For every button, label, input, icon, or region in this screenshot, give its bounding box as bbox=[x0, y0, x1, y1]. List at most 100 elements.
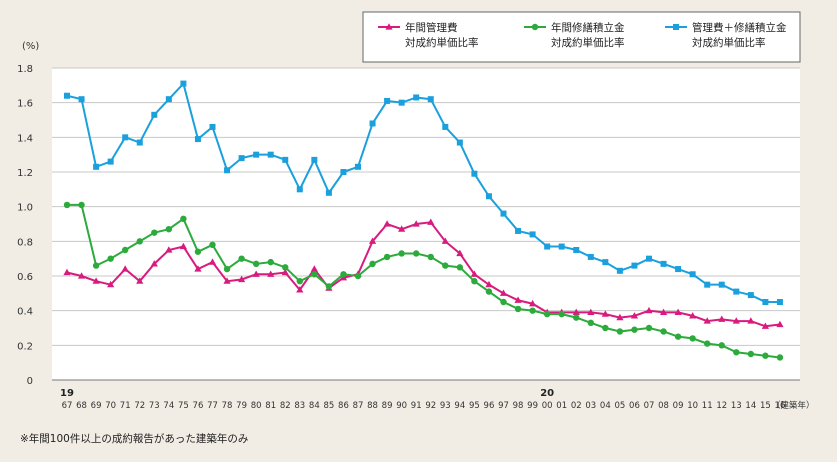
data-point-2 bbox=[165, 226, 173, 233]
data-point-2 bbox=[369, 260, 376, 268]
legend-marker-3 bbox=[673, 24, 679, 30]
y-tick-label: 0 bbox=[27, 376, 33, 387]
data-point-3 bbox=[587, 253, 594, 260]
data-point-2 bbox=[383, 253, 391, 261]
data-point-1 bbox=[398, 225, 406, 232]
x-tick-label: 91 bbox=[411, 401, 422, 411]
era-label: 19 bbox=[60, 388, 74, 399]
x-tick-label: 71 bbox=[120, 401, 131, 411]
x-tick-label: 99 bbox=[527, 401, 538, 411]
y-tick-label: 1.0 bbox=[17, 203, 33, 214]
data-point-1 bbox=[252, 270, 260, 277]
data-point-3 bbox=[689, 271, 696, 278]
data-point-2 bbox=[471, 278, 478, 285]
data-point-2 bbox=[500, 298, 507, 306]
x-tick-label: 96 bbox=[484, 401, 495, 411]
data-point-3 bbox=[442, 123, 449, 130]
data-point-1 bbox=[659, 308, 668, 315]
data-point-1 bbox=[674, 308, 682, 315]
data-point-3 bbox=[413, 94, 420, 101]
data-point-1 bbox=[703, 317, 711, 324]
x-tick-label: 97 bbox=[498, 401, 509, 411]
data-point-3 bbox=[573, 247, 580, 253]
y-tick-label: 0.4 bbox=[17, 307, 33, 318]
data-point-1 bbox=[747, 317, 755, 324]
data-point-2 bbox=[78, 201, 85, 209]
data-point-1 bbox=[63, 268, 71, 276]
data-point-1 bbox=[485, 280, 493, 288]
x-tick-label: 92 bbox=[425, 401, 436, 411]
data-point-2 bbox=[660, 328, 667, 335]
data-point-2 bbox=[325, 283, 333, 290]
data-point-2 bbox=[456, 264, 464, 271]
data-point-2 bbox=[543, 310, 551, 318]
data-point-3 bbox=[529, 231, 536, 238]
x-tick-label: 72 bbox=[134, 401, 145, 411]
data-point-3 bbox=[224, 167, 231, 174]
x-tick-label: 75 bbox=[178, 401, 189, 411]
data-point-1 bbox=[281, 268, 289, 276]
data-point-1 bbox=[121, 265, 129, 272]
legend-label: 対成約単価比率 bbox=[692, 36, 766, 49]
legend-label: 対成約単価比率 bbox=[405, 36, 479, 49]
data-point-2 bbox=[733, 349, 740, 356]
y-tick-label: 1.6 bbox=[17, 99, 33, 110]
x-tick-label: 90 bbox=[396, 401, 407, 411]
data-point-2 bbox=[238, 255, 245, 262]
data-point-1 bbox=[92, 277, 100, 284]
x-tick-label: 84 bbox=[309, 401, 320, 411]
data-point-2 bbox=[209, 241, 216, 248]
legend-label: 年間修繕積立金 bbox=[551, 21, 625, 34]
x-tick-label: 16 bbox=[775, 401, 786, 411]
data-point-2 bbox=[267, 258, 274, 266]
era-labels: 19 20 bbox=[60, 388, 554, 399]
y-tick-labels: 0 0.2 0.4 0.6 0.8 1.0 1.2 1.4 1.6 1.8 bbox=[17, 64, 33, 387]
data-point-3 bbox=[151, 111, 158, 118]
data-point-3 bbox=[238, 155, 245, 162]
data-point-2 bbox=[631, 326, 638, 333]
data-point-3 bbox=[660, 260, 667, 267]
data-point-3 bbox=[136, 139, 143, 146]
x-tick-label: 74 bbox=[163, 401, 174, 411]
data-point-2 bbox=[704, 340, 711, 347]
data-point-3 bbox=[340, 169, 347, 175]
data-point-2 bbox=[514, 305, 522, 313]
data-point-1 bbox=[223, 277, 231, 284]
series-line-1 bbox=[66, 221, 781, 328]
data-point-3 bbox=[209, 123, 216, 130]
x-tick-label: 05 bbox=[614, 401, 625, 411]
legend-entries: 年間管理費対成約単価比率年間修繕積立金対成約単価比率管理費＋修繕積立金対成約単価… bbox=[378, 21, 787, 49]
data-point-1 bbox=[761, 322, 769, 329]
x-tick-label: 69 bbox=[91, 401, 102, 411]
data-point-2 bbox=[442, 262, 449, 269]
data-point-1 bbox=[383, 220, 391, 227]
data-point-2 bbox=[747, 350, 755, 358]
data-point-1 bbox=[776, 320, 784, 328]
data-point-3 bbox=[485, 193, 492, 200]
x-tick-label: 73 bbox=[149, 401, 160, 411]
x-tick-label: 08 bbox=[658, 401, 669, 411]
data-point-3 bbox=[718, 281, 725, 288]
data-point-1 bbox=[412, 220, 420, 227]
x-tick-label: 94 bbox=[454, 401, 465, 411]
data-point-2 bbox=[485, 288, 493, 295]
data-point-3 bbox=[631, 262, 638, 269]
data-point-3 bbox=[267, 151, 274, 158]
y-tick-label: 0.6 bbox=[17, 272, 33, 283]
series-layer bbox=[63, 80, 784, 361]
x-tick-label: 13 bbox=[731, 401, 742, 411]
data-point-1 bbox=[238, 275, 246, 283]
data-point-2 bbox=[718, 342, 725, 349]
data-point-3 bbox=[398, 99, 405, 106]
data-point-1 bbox=[267, 270, 275, 277]
data-point-3 bbox=[602, 259, 609, 266]
data-point-2 bbox=[645, 324, 653, 332]
data-point-3 bbox=[194, 136, 201, 143]
x-tick-label: 01 bbox=[556, 401, 567, 411]
data-point-3 bbox=[64, 92, 70, 99]
data-point-2 bbox=[427, 253, 434, 261]
data-point-3 bbox=[282, 156, 289, 163]
legend-label: 対成約単価比率 bbox=[551, 36, 625, 49]
data-point-3 bbox=[107, 158, 114, 165]
